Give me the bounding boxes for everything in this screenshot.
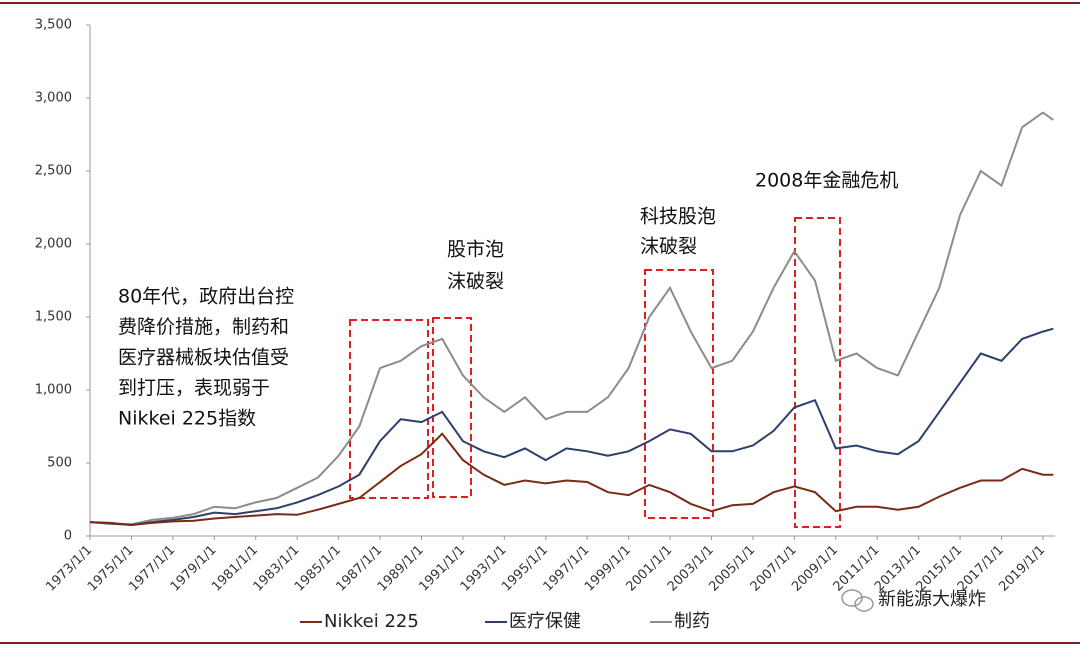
y-tick-label: 500	[47, 456, 72, 471]
legend-label: 医疗保健	[509, 611, 581, 632]
y-tick-label: 0	[64, 529, 72, 544]
annotation: 到打压，表现弱于	[118, 377, 270, 399]
watermark: 新能源大爆炸	[878, 589, 986, 610]
legend-label: 制药	[674, 611, 710, 632]
dashed-box	[349, 319, 429, 499]
annotation: 2008年金融危机	[755, 170, 898, 192]
dashed-box	[432, 317, 472, 498]
annotation: 科技股泡	[640, 206, 716, 228]
y-tick-label: 3,500	[35, 18, 72, 33]
annotation: 医疗器械板块估值受	[118, 347, 289, 369]
series-line	[89, 111, 1054, 526]
series-line	[89, 327, 1054, 527]
dashed-box	[794, 217, 841, 528]
dashed-box	[644, 269, 714, 519]
y-tick-label: 2,500	[35, 164, 72, 179]
y-tick-label: 1,000	[35, 383, 72, 398]
legend-label: Nikkei 225	[324, 611, 419, 632]
x-tick-label: 2019/1/1	[996, 543, 1048, 595]
y-tick-label: 1,500	[35, 310, 72, 325]
annotation: 沫破裂	[640, 236, 697, 258]
annotation: 费降价措施，制药和	[118, 316, 289, 338]
annotation: 80年代，政府出台控	[118, 286, 294, 308]
annotation: Nikkei 225指数	[118, 408, 256, 430]
series-line	[89, 432, 1054, 527]
annotation: 股市泡	[447, 239, 504, 261]
y-tick-label: 2,000	[35, 237, 72, 252]
boxes	[349, 217, 841, 528]
annotation: 沫破裂	[447, 271, 504, 293]
watermark-icon	[841, 589, 874, 612]
y-tick-label: 3,000	[35, 91, 72, 106]
